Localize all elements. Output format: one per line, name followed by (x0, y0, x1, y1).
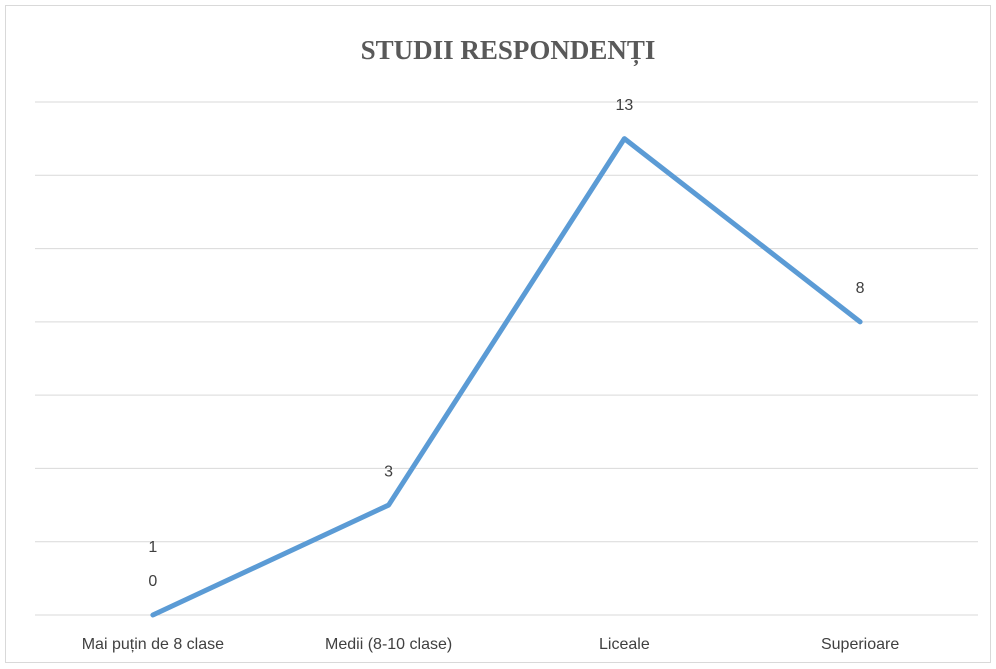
x-tick-label: Mai puțin de 8 clase (82, 636, 224, 653)
data-label: 0 (148, 573, 157, 590)
data-label: 3 (384, 463, 393, 480)
chart-title: STUDII RESPONDENȚI (361, 35, 656, 67)
x-tick-label: Medii (8-10 clase) (325, 636, 452, 653)
data-line (150, 136, 863, 618)
x-tick-label: Liceale (599, 636, 650, 653)
x-tick-label: Superioare (821, 636, 899, 653)
data-label: 8 (856, 280, 865, 297)
data-label: 13 (615, 97, 633, 114)
annotation: 1 (148, 539, 157, 556)
